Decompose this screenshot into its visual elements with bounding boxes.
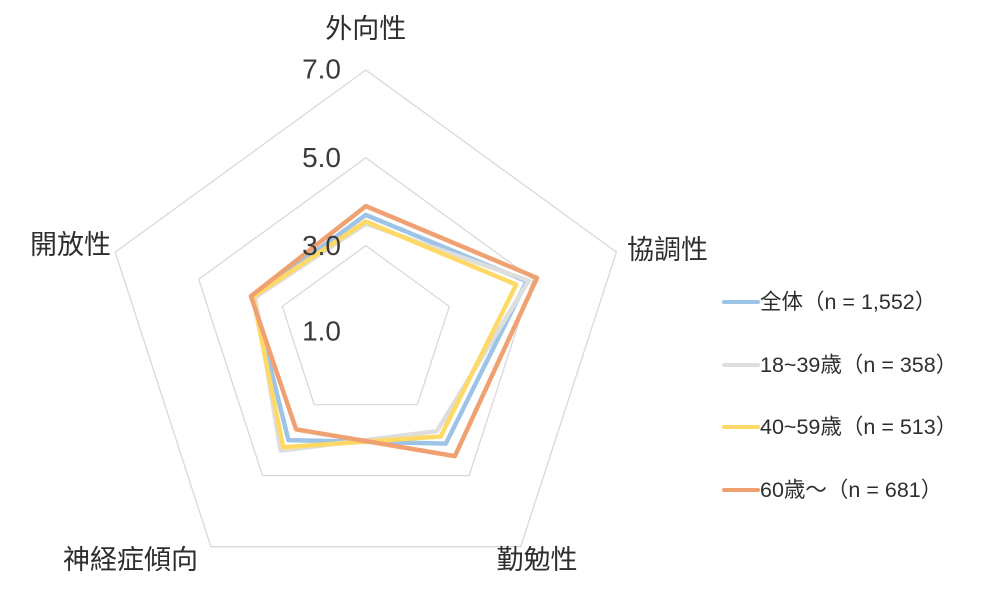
legend-line-swatch-overall bbox=[722, 299, 760, 305]
legend-item-overall: 全体（n = 1,552） bbox=[722, 289, 936, 315]
axis-label-agreeableness: 協調性 bbox=[627, 235, 708, 265]
axis-label-conscientiousness: 勤勉性 bbox=[497, 545, 578, 575]
legend-line-swatch-age-18-39 bbox=[722, 362, 760, 368]
series-line-age-60-plus bbox=[248, 203, 540, 459]
legend-label-age-40-59: 40~59歳（n = 513） bbox=[760, 415, 958, 439]
legend-label-overall: 全体（n = 1,552） bbox=[760, 290, 937, 314]
legend-label-age-60-plus: 60歳～（n = 681） bbox=[760, 478, 943, 502]
gridline-ring-5.0 bbox=[197, 156, 534, 477]
legend-label-age-18-39: 18~39歳（n = 358） bbox=[760, 353, 958, 377]
tick-label-5: 5.0 bbox=[302, 142, 341, 173]
legend-line-swatch-age-60-plus bbox=[722, 487, 760, 493]
axis-label-openness: 開放性 bbox=[30, 230, 111, 260]
radar-series bbox=[248, 203, 540, 459]
legend-item-age-18-39: 18~39歳（n = 358） bbox=[722, 352, 957, 378]
axis-label-neuroticism: 神経症傾向 bbox=[63, 545, 198, 575]
legend-line-swatch-age-40-59 bbox=[722, 424, 760, 430]
legend-item-age-40-59: 40~59歳（n = 513） bbox=[722, 414, 957, 440]
tick-label-3: 3.0 bbox=[302, 230, 341, 261]
gridline-ring-7.0 bbox=[114, 69, 618, 548]
series-line-overall bbox=[250, 212, 529, 446]
radar-gridlines bbox=[114, 69, 618, 548]
tick-label-7: 7.0 bbox=[302, 54, 341, 85]
legend: 全体（n = 1,552） 18~39歳（n = 358） 40~59歳（n =… bbox=[722, 0, 992, 609]
tick-label-1: 1.0 bbox=[302, 316, 341, 347]
axis-label-extraversion: 外向性 bbox=[325, 14, 406, 44]
gridline-ring-3.0 bbox=[281, 244, 451, 406]
legend-item-age-60-plus: 60歳～（n = 681） bbox=[722, 477, 942, 503]
